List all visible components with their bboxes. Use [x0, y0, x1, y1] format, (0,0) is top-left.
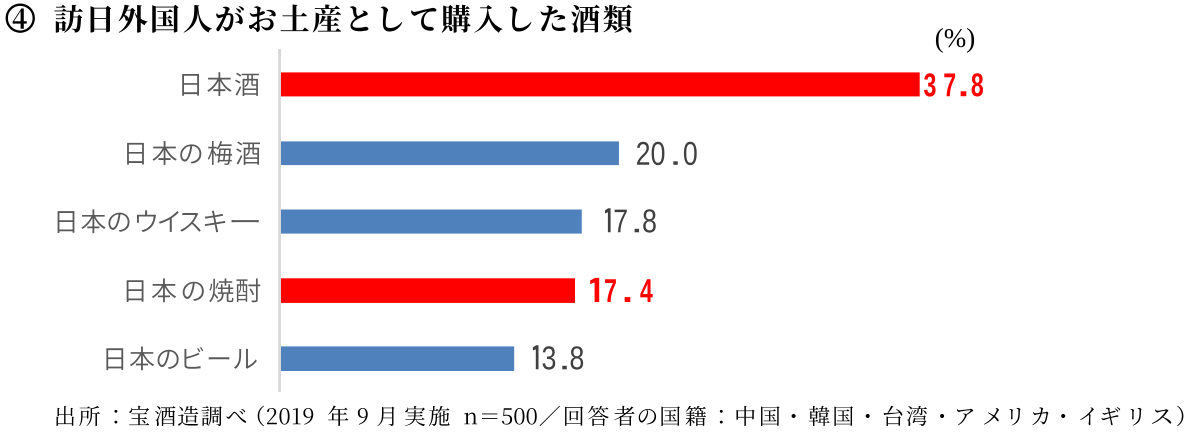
svg-text:(%): (%): [935, 23, 975, 53]
